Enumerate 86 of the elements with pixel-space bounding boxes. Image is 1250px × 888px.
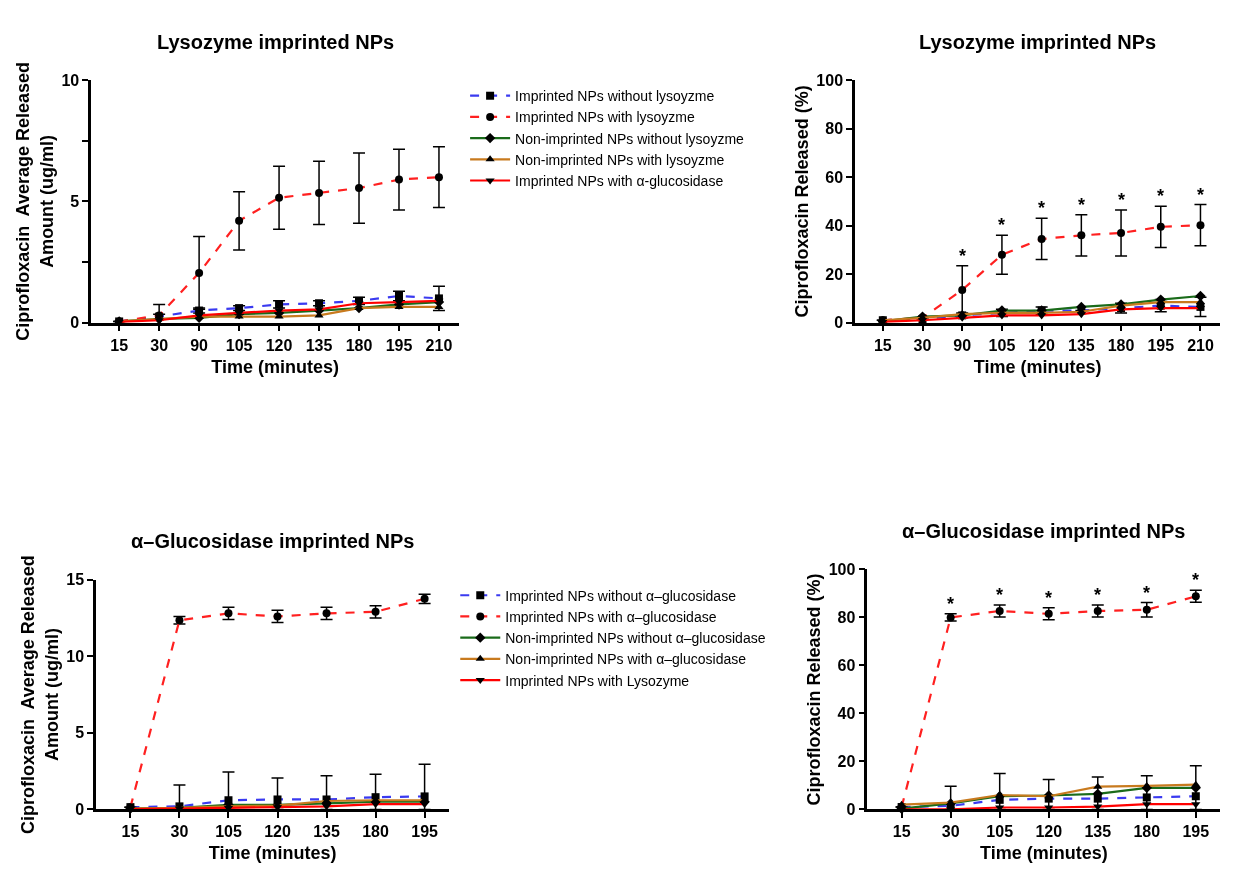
x-tick-label: 120 bbox=[265, 336, 293, 354]
x-tick-label: 105 bbox=[988, 336, 1016, 354]
chart-title: α–Glucosidase imprinted NPs bbox=[131, 530, 415, 552]
legend-label: Non-imprinted NPs with α–glucosidase bbox=[505, 651, 747, 668]
y-tick-label: 40 bbox=[837, 705, 856, 723]
annotation: * bbox=[1045, 588, 1053, 608]
x-tick-label: 135 bbox=[1067, 336, 1095, 354]
x-axis-title: Time (minutes) bbox=[211, 356, 339, 377]
x-tick-label: 90 bbox=[953, 336, 972, 354]
legend-label: Imprinted NPs without lysoyzme bbox=[515, 88, 715, 105]
chart-title: α–Glucosidase imprinted NPs bbox=[902, 520, 1186, 542]
x-tick-label: 195 bbox=[385, 336, 413, 354]
chart-title: Lysozyme imprinted NPs bbox=[157, 31, 395, 53]
x-tick-label: 90 bbox=[190, 336, 209, 354]
legend-label: Non-imprinted NPs with lysoyzme bbox=[515, 151, 725, 168]
y-tick-label: 80 bbox=[837, 609, 856, 627]
annotation: * bbox=[1157, 186, 1165, 206]
y-tick-label: 5 bbox=[70, 192, 80, 210]
legend-label: Imprinted NPs with α–glucosidase bbox=[505, 608, 717, 625]
annotation: * bbox=[1038, 198, 1046, 218]
y-tick-label: 60 bbox=[837, 657, 856, 675]
x-tick-label: 30 bbox=[913, 336, 932, 354]
y-tick-label: 100 bbox=[828, 561, 856, 579]
y-tick-label: 0 bbox=[846, 801, 856, 819]
x-tick-label: 180 bbox=[1107, 336, 1135, 354]
x-axis-title: Time (minutes) bbox=[973, 356, 1102, 377]
y-tick-label: 60 bbox=[825, 168, 844, 186]
x-tick-label: 15 bbox=[873, 336, 892, 354]
y-tick-label: 15 bbox=[66, 571, 85, 589]
x-tick-label: 135 bbox=[313, 823, 340, 841]
x-tick-label: 15 bbox=[892, 823, 911, 841]
annotation: * bbox=[998, 215, 1006, 235]
y-tick-label: 0 bbox=[70, 314, 80, 332]
x-tick-label: 210 bbox=[1187, 336, 1214, 354]
legend-label: Imprinted NPs with α-glucosidase bbox=[515, 172, 724, 189]
annotation: * bbox=[1197, 185, 1205, 205]
x-tick-label: 30 bbox=[941, 823, 960, 841]
y-tick-label: 80 bbox=[825, 120, 844, 138]
y-axis-title: Ciprofloxacin Average Released Amount (ug/ml) bbox=[13, 62, 57, 341]
legend-label: Non-imprinted NPs without lysoyzme bbox=[515, 130, 745, 147]
annotation: * bbox=[1094, 585, 1102, 605]
x-tick-label: 195 bbox=[1182, 823, 1210, 841]
y-axis-title: Ciprofloxacin Average Released Amount (ug/ml) bbox=[18, 555, 62, 834]
y-tick-label: 100 bbox=[816, 71, 844, 89]
annotation: * bbox=[1118, 190, 1126, 210]
y-tick-label: 0 bbox=[834, 314, 844, 332]
x-tick-label: 210 bbox=[425, 336, 453, 354]
annotation: * bbox=[996, 585, 1004, 605]
y-tick-label: 20 bbox=[837, 753, 856, 771]
legend-label: Imprinted NPs with Lysozyme bbox=[505, 672, 690, 689]
x-tick-label: 105 bbox=[986, 823, 1014, 841]
y-tick-label: 20 bbox=[825, 265, 844, 283]
annotation: * bbox=[1192, 570, 1200, 590]
x-tick-label: 195 bbox=[411, 823, 439, 841]
legend-label: Imprinted NPs without α–glucosidase bbox=[505, 587, 737, 604]
x-tick-label: 105 bbox=[215, 823, 242, 841]
legend-label: Non-imprinted NPs without α–glucosidase bbox=[505, 630, 766, 647]
y-axis-title: Ciprofloxacin Released (%) bbox=[803, 573, 824, 806]
x-tick-label: 135 bbox=[1084, 823, 1112, 841]
x-tick-label: 195 bbox=[1147, 336, 1175, 354]
y-axis-title: Ciprofloxacin Released (%) bbox=[791, 85, 812, 318]
annotation: * bbox=[1143, 583, 1151, 603]
y-tick-label: 10 bbox=[66, 647, 85, 665]
x-tick-label: 30 bbox=[150, 336, 169, 354]
x-tick-label: 15 bbox=[110, 336, 129, 354]
x-axis-title: Time (minutes) bbox=[979, 843, 1108, 864]
y-tick-label: 40 bbox=[825, 217, 844, 235]
x-tick-label: 30 bbox=[170, 823, 189, 841]
y-tick-label: 0 bbox=[75, 801, 85, 819]
y-tick-label: 10 bbox=[61, 71, 80, 89]
x-tick-label: 180 bbox=[362, 823, 390, 841]
annotation: * bbox=[1078, 195, 1086, 215]
x-tick-label: 15 bbox=[121, 823, 140, 841]
x-axis-title: Time (minutes) bbox=[208, 843, 337, 864]
x-tick-label: 135 bbox=[305, 336, 333, 354]
x-tick-label: 180 bbox=[1133, 823, 1161, 841]
x-tick-label: 120 bbox=[264, 823, 291, 841]
annotation: * bbox=[959, 246, 967, 266]
annotation: * bbox=[947, 594, 955, 614]
x-tick-label: 180 bbox=[345, 336, 373, 354]
x-tick-label: 120 bbox=[1035, 823, 1063, 841]
y-tick-label: 5 bbox=[75, 724, 85, 742]
x-tick-label: 105 bbox=[225, 336, 253, 354]
x-tick-label: 120 bbox=[1028, 336, 1056, 354]
chart-title: Lysozyme imprinted NPs bbox=[919, 31, 1157, 53]
legend-label: Imprinted NPs with lysoyzme bbox=[515, 109, 696, 126]
